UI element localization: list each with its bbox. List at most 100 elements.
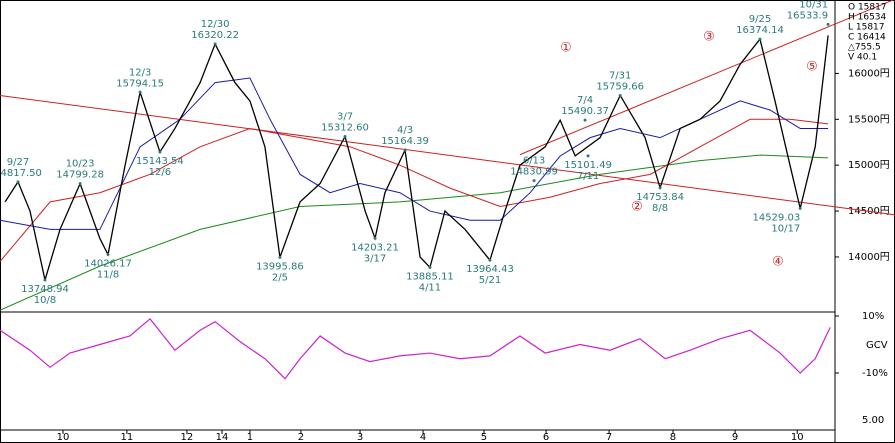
annotation-value: 14203.21 xyxy=(351,242,399,253)
annotation-date: 12/6 xyxy=(149,167,171,178)
info-line: H 16534 xyxy=(848,13,887,23)
annotation-date: 7/11 xyxy=(577,171,599,182)
annotation-point xyxy=(106,253,110,257)
info-line: L 15817 xyxy=(848,23,885,33)
annotation-date: 7/4 xyxy=(577,95,593,106)
annotation-point xyxy=(586,154,590,158)
annotation-value: 15143.54 xyxy=(136,156,184,167)
annotation-value: 16374.14 xyxy=(736,25,784,36)
annotation-value: 13964.43 xyxy=(466,264,514,275)
annotation-value: 15164.39 xyxy=(381,136,429,147)
annotation-point xyxy=(798,206,802,210)
annotation-value: 16320.22 xyxy=(191,30,239,41)
annotation-date: 9/25 xyxy=(749,14,771,25)
y-tick-label: 15500円 xyxy=(848,114,890,125)
annotation-value: 16533.9 xyxy=(787,10,828,21)
indicator-label: GCV xyxy=(866,340,888,351)
annotation-date: 4/11 xyxy=(419,282,441,293)
x-tick-label: 10 xyxy=(791,432,804,443)
x-tick-label: 5 xyxy=(481,432,487,443)
annotation-value: 15101.49 xyxy=(564,160,612,171)
wave-marker: ③ xyxy=(703,30,715,45)
x-tick-label: 9 xyxy=(732,432,738,443)
wave-marker: ④ xyxy=(772,255,784,270)
moving-average xyxy=(0,118,829,262)
annotation-date: 4/3 xyxy=(397,125,413,136)
wave-marker: ① xyxy=(560,41,572,56)
x-tick-label: 7 xyxy=(606,432,612,443)
annotation-point xyxy=(428,265,432,269)
annotation-point xyxy=(532,179,536,183)
annotation-date: 11/8 xyxy=(97,270,119,281)
annotation-point xyxy=(403,148,407,152)
annotation-point xyxy=(78,182,82,186)
x-tick-label: 12 xyxy=(181,432,194,443)
trend-line xyxy=(0,94,895,216)
annotation-value: 13885.11 xyxy=(406,271,454,282)
annotation-value: 14529.03 xyxy=(752,212,800,223)
annotation-value: 15794.15 xyxy=(116,78,164,89)
annotation-point xyxy=(373,236,377,240)
y-tick-label: 14000円 xyxy=(848,252,890,263)
x-tick-label: 10 xyxy=(57,432,70,443)
annotation-value: 13748.94 xyxy=(21,284,69,295)
moving-average xyxy=(0,154,829,311)
x-tick-label: 2 xyxy=(298,432,304,443)
annotation-point xyxy=(16,180,20,184)
annotation-value: 14026.17 xyxy=(84,259,132,270)
annotation-value: 15759.66 xyxy=(596,81,644,92)
annotation-value: 14799.28 xyxy=(56,170,104,181)
annotation-value: 13995.86 xyxy=(256,261,304,272)
annotation-date: 10/23 xyxy=(66,159,95,170)
annotation-date: 2/5 xyxy=(272,272,288,283)
annotation-point xyxy=(158,150,162,154)
info-line: O 15817 xyxy=(848,3,887,13)
y-tick-label: 16000円 xyxy=(848,68,890,79)
annotation-date: 10/8 xyxy=(34,295,56,306)
x-tick-label: 1 xyxy=(247,432,253,443)
annotation-point xyxy=(618,93,622,97)
annotation-date: 7/31 xyxy=(609,70,631,81)
info-line: △755.5 xyxy=(848,43,881,53)
annotation-date: 12/30 xyxy=(201,19,230,30)
annotation-point xyxy=(583,118,587,122)
annotation-point xyxy=(658,186,662,190)
info-line: V 40.1 xyxy=(848,53,877,63)
y-tick-label: 15000円 xyxy=(848,160,890,171)
x-tick-label: 3 xyxy=(357,432,363,443)
annotation-date: 3/17 xyxy=(364,253,386,264)
annotation-value: 14830.99 xyxy=(510,167,558,178)
trend-line xyxy=(519,0,895,156)
x-tick-label: 14 xyxy=(216,432,229,443)
annotation-point xyxy=(826,22,830,26)
x-tick-label: 4 xyxy=(420,432,426,443)
x-tick-label: 11 xyxy=(121,432,134,443)
annotation-value: 14753.84 xyxy=(636,192,684,203)
annotation-date: 5/21 xyxy=(479,275,501,286)
annotation-date: 9/27 xyxy=(7,157,29,168)
annotation-value: 15312.60 xyxy=(321,122,369,133)
wave-marker: ② xyxy=(631,200,643,215)
annotation-point xyxy=(278,255,282,259)
annotation-point xyxy=(213,42,217,46)
annotation-point xyxy=(343,134,347,138)
annotation-date: 12/3 xyxy=(129,67,151,78)
x-tick-label: 8 xyxy=(670,432,676,443)
annotation-date: 3/7 xyxy=(337,111,353,122)
annotation-value: 15490.37 xyxy=(561,106,609,117)
annotation-date: 10/31 xyxy=(799,0,828,10)
annotation-point xyxy=(488,258,492,262)
y-tick-label: -10% xyxy=(862,368,888,379)
volume-label: 5.00 xyxy=(862,415,884,426)
annotation-point xyxy=(43,278,47,282)
annotation-date: 8/8 xyxy=(652,203,668,214)
annotation-date: 10/17 xyxy=(771,223,800,234)
annotation-value: 14817.50 xyxy=(0,168,42,179)
indicator-line xyxy=(0,317,831,380)
y-tick-label: 10% xyxy=(862,311,884,322)
annotation-point xyxy=(758,37,762,41)
x-tick-label: 6 xyxy=(543,432,549,443)
annotation-point xyxy=(138,90,142,94)
